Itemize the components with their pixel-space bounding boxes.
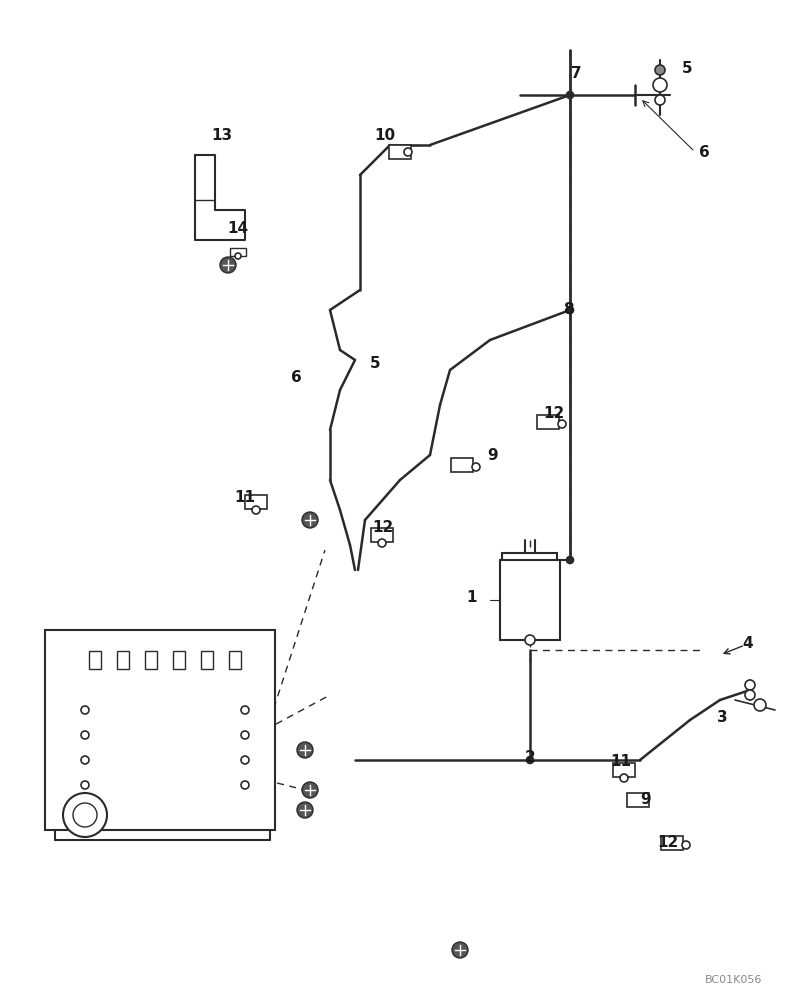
- Text: 13: 13: [211, 128, 232, 143]
- Circle shape: [744, 690, 754, 700]
- Circle shape: [241, 756, 249, 764]
- Bar: [626, 793, 648, 807]
- Circle shape: [73, 803, 97, 827]
- Bar: [450, 458, 473, 472]
- Circle shape: [526, 756, 533, 764]
- Bar: [371, 528, 393, 542]
- Circle shape: [557, 420, 565, 428]
- Text: 5: 5: [681, 61, 692, 76]
- Text: 10: 10: [374, 128, 395, 143]
- Text: 6: 6: [290, 370, 301, 385]
- Text: 12: 12: [543, 406, 564, 420]
- Text: 4: 4: [742, 636, 753, 650]
- Circle shape: [681, 841, 689, 849]
- Bar: [660, 836, 682, 850]
- Circle shape: [378, 539, 385, 547]
- Bar: [500, 560, 560, 640]
- Circle shape: [525, 635, 534, 645]
- Text: 7: 7: [570, 66, 581, 81]
- Bar: [145, 651, 157, 669]
- Circle shape: [81, 731, 89, 739]
- Text: 12: 12: [372, 520, 393, 536]
- Text: 12: 12: [657, 835, 678, 850]
- Bar: [89, 651, 101, 669]
- Text: 9: 9: [487, 448, 498, 464]
- Circle shape: [81, 706, 89, 714]
- Circle shape: [220, 257, 236, 273]
- Bar: [502, 552, 557, 568]
- Circle shape: [241, 706, 249, 714]
- Circle shape: [654, 65, 664, 75]
- Circle shape: [81, 756, 89, 764]
- Circle shape: [234, 253, 241, 259]
- Text: 5: 5: [369, 356, 380, 370]
- Bar: [388, 145, 410, 159]
- Circle shape: [452, 942, 467, 958]
- Circle shape: [251, 506, 260, 514]
- Text: 3: 3: [716, 710, 727, 725]
- Text: 1: 1: [466, 590, 477, 605]
- Circle shape: [652, 78, 666, 92]
- Circle shape: [297, 802, 312, 818]
- Circle shape: [63, 793, 107, 837]
- Text: 9: 9: [640, 792, 650, 807]
- Bar: [536, 415, 558, 429]
- Bar: [173, 651, 185, 669]
- Bar: [230, 248, 246, 256]
- Text: BC01K056: BC01K056: [705, 975, 762, 985]
- Circle shape: [297, 742, 312, 758]
- Circle shape: [744, 680, 754, 690]
- Bar: [201, 651, 212, 669]
- Circle shape: [302, 782, 318, 798]
- Circle shape: [566, 92, 573, 99]
- Text: 11: 11: [610, 754, 631, 770]
- Circle shape: [81, 781, 89, 789]
- Circle shape: [241, 781, 249, 789]
- Text: 2: 2: [524, 750, 534, 764]
- Circle shape: [753, 699, 765, 711]
- Circle shape: [654, 95, 664, 105]
- Bar: [229, 651, 241, 669]
- Circle shape: [471, 463, 479, 471]
- Circle shape: [302, 512, 318, 528]
- Text: 8: 8: [562, 302, 573, 318]
- Circle shape: [566, 306, 573, 314]
- Bar: [117, 651, 129, 669]
- Circle shape: [620, 774, 627, 782]
- Circle shape: [566, 556, 573, 564]
- Text: 14: 14: [227, 221, 248, 236]
- Circle shape: [404, 148, 411, 156]
- Bar: [45, 630, 275, 830]
- Bar: [245, 495, 267, 509]
- Text: 6: 6: [697, 145, 709, 160]
- Text: 11: 11: [234, 489, 255, 504]
- Circle shape: [241, 731, 249, 739]
- Bar: [612, 763, 634, 777]
